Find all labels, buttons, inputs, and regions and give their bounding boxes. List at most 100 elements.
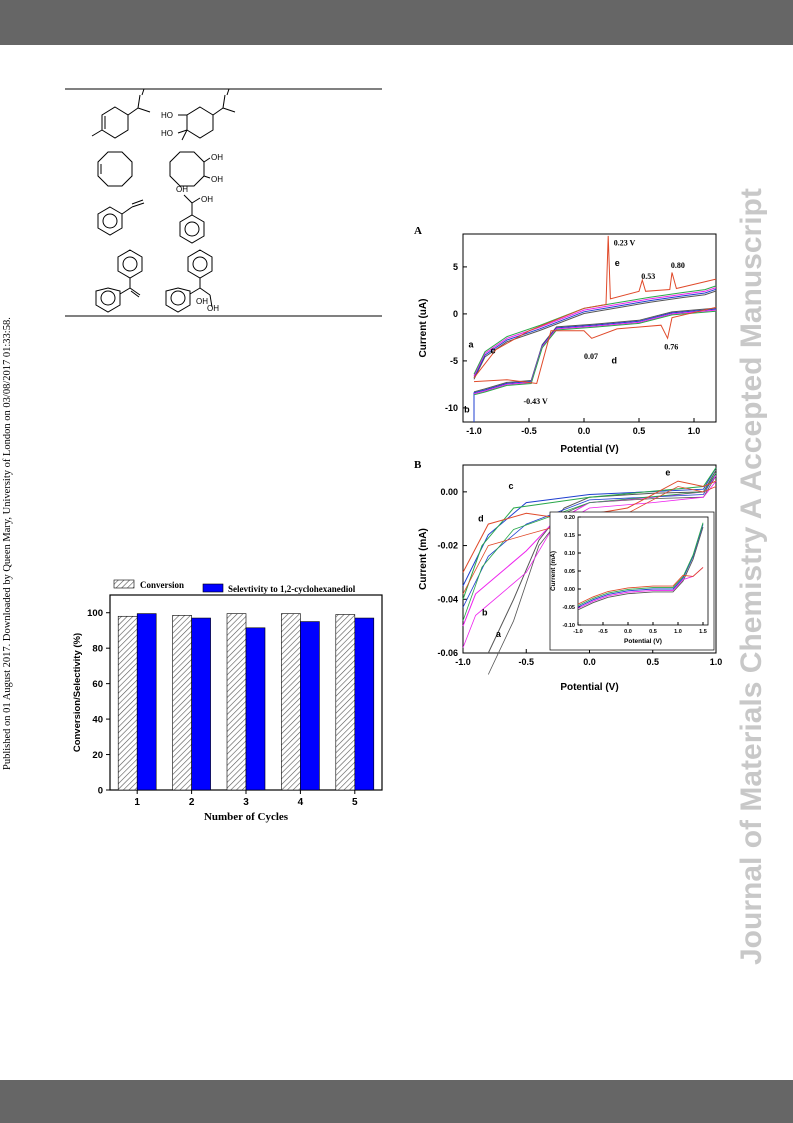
x-tick-label: -1.0	[455, 657, 471, 667]
peak-annotation: 0.23 V	[614, 238, 636, 247]
inset-y-tick-label: -0.10	[562, 623, 575, 629]
x-tick-label: -0.5	[521, 426, 537, 436]
curve-label: c	[491, 345, 496, 355]
x-tick-label: 0.0	[578, 426, 591, 436]
limonene-structure	[91, 88, 151, 139]
inset-y-tick-label: 0.05	[564, 569, 575, 575]
x-axis-label: Potential (V)	[560, 444, 618, 455]
oh-label: OH	[211, 175, 223, 184]
peak-annotation: 0.76	[664, 343, 678, 352]
cv-panel-b: -1.0 -0.5 0.0 0.5 1.0 0.00 -0.02 -0.04 -0.06 B Pot…	[414, 459, 723, 693]
inset-x-axis-label: Potential (V)	[624, 638, 662, 645]
diphenylethylene-structure	[95, 249, 143, 313]
bar-selectivity	[136, 613, 157, 791]
y-tick-label: 0	[98, 786, 103, 797]
x-tick-label: 1	[134, 797, 140, 808]
ho-label: HO	[161, 129, 173, 138]
y-tick-label: 100	[87, 608, 103, 619]
inset-trace-e	[577, 567, 704, 605]
curve-label: e	[615, 258, 620, 268]
curve-label: a	[469, 340, 475, 350]
inset-trace-c	[577, 524, 704, 608]
oh-label: OH	[176, 185, 188, 194]
accepted-manuscript-watermark: Journal of Materials Chemistry A Accepte…	[735, 188, 768, 965]
cyclooctene-structure	[97, 151, 133, 187]
bar-conversion	[172, 615, 192, 791]
curve-label: b	[482, 607, 488, 617]
inset-y-tick-label: 0.10	[564, 551, 575, 557]
inset-y-axis-label: Current (mA)	[550, 551, 557, 591]
limonene-diol-structure	[177, 88, 236, 141]
bar-selectivity	[245, 627, 266, 791]
y-tick-label: 0.00	[440, 487, 458, 497]
inset-x-tick-label: 0.0	[624, 629, 632, 635]
top-banner	[0, 0, 793, 45]
x-tick-label: 0.0	[583, 657, 596, 667]
curve-label: a	[496, 629, 502, 639]
cv-panel-a: -1.0 -0.5 0.0 0.5 1.0 5 0 -5 -10 A Potential (V) Cu…	[414, 225, 717, 455]
inset-y-tick-label: -0.05	[562, 605, 575, 611]
x-tick-label: 4	[298, 797, 304, 808]
inset-x-tick-label: 0.5	[649, 629, 657, 635]
y-axis-label: Conversion/Selectivity (%)	[72, 633, 83, 752]
x-tick-label: -0.5	[518, 657, 534, 667]
inset-y-tick-label: 0.15	[564, 533, 575, 539]
inset-frame	[549, 511, 715, 651]
bar-selectivity	[300, 621, 320, 791]
bar-conversion	[281, 613, 301, 791]
recycling-bar-chart: 0 20 40 60 80 100 1 2 3 4 5 Number of Cycles Convers…	[72, 579, 383, 823]
inset-x-tick-label: 1.0	[674, 629, 682, 635]
x-tick-label: -1.0	[466, 426, 482, 436]
y-tick-label: -0.04	[437, 594, 458, 604]
x-tick-label: 5	[352, 797, 358, 808]
inset-x-tick-label: 1.5	[699, 629, 707, 635]
bar-conversion	[335, 614, 356, 791]
x-tick-label: 1.0	[688, 426, 701, 436]
y-tick-label: 5	[453, 262, 458, 272]
x-axis-label: Number of Cycles	[204, 811, 289, 823]
panel-label: A	[414, 225, 422, 237]
cyclooctanediol-structure	[169, 151, 211, 187]
curve-label: e	[665, 468, 670, 478]
inset-trace-b	[577, 567, 704, 609]
curve-label: d	[478, 513, 484, 523]
curve-label: b	[464, 405, 470, 415]
y-tick-label: 60	[92, 679, 103, 690]
cv-b-trace-a	[487, 475, 717, 675]
legend-swatch-conversion	[113, 579, 135, 589]
y-tick-label: -0.02	[437, 541, 458, 551]
cv-a-trace-b	[473, 308, 717, 422]
bottom-banner	[0, 1080, 793, 1123]
oh-label: OH	[211, 153, 223, 162]
curve-label: c	[509, 481, 514, 491]
peak-annotation: 0.80	[671, 261, 685, 270]
cv-a-trace-c	[473, 287, 717, 377]
cv-a-trace-b	[473, 288, 717, 378]
curve-label: d	[612, 356, 618, 366]
cv-a-trace-e	[473, 235, 717, 379]
y-tick-label: 0	[453, 309, 458, 319]
inset-y-tick-label: 0.20	[564, 515, 575, 521]
x-tick-label: 1.0	[710, 657, 723, 667]
styrene-diol-structure	[179, 194, 205, 244]
cv-a-trace-a	[473, 307, 717, 393]
y-tick-label: -5	[450, 356, 458, 366]
publication-note: Published on 01 August 2017. Downloaded …	[2, 317, 13, 770]
y-tick-label: -10	[445, 403, 458, 413]
bar-conversion	[226, 613, 247, 791]
inset-trace-a	[577, 526, 704, 611]
cv-b-trace-a	[487, 470, 717, 654]
bar-conversion	[117, 615, 138, 791]
legend-label-selectivity: Selevtivity to 1,2-cyclohexanediol	[228, 584, 356, 594]
x-tick-label: 0.5	[646, 657, 659, 667]
bar-selectivity	[191, 617, 211, 791]
x-axis-label: Potential (V)	[560, 682, 618, 693]
oh-label: OH	[207, 304, 219, 313]
inset-x-tick-label: -1.0	[573, 629, 582, 635]
y-tick-label: 80	[92, 644, 103, 655]
legend-swatch-selectivity	[202, 583, 224, 593]
peak-annotation: 0.07	[584, 352, 598, 361]
legend-label-conversion: Conversion	[140, 580, 184, 590]
peak-annotation: 0.53	[641, 272, 655, 281]
x-tick-label: 3	[243, 797, 249, 808]
